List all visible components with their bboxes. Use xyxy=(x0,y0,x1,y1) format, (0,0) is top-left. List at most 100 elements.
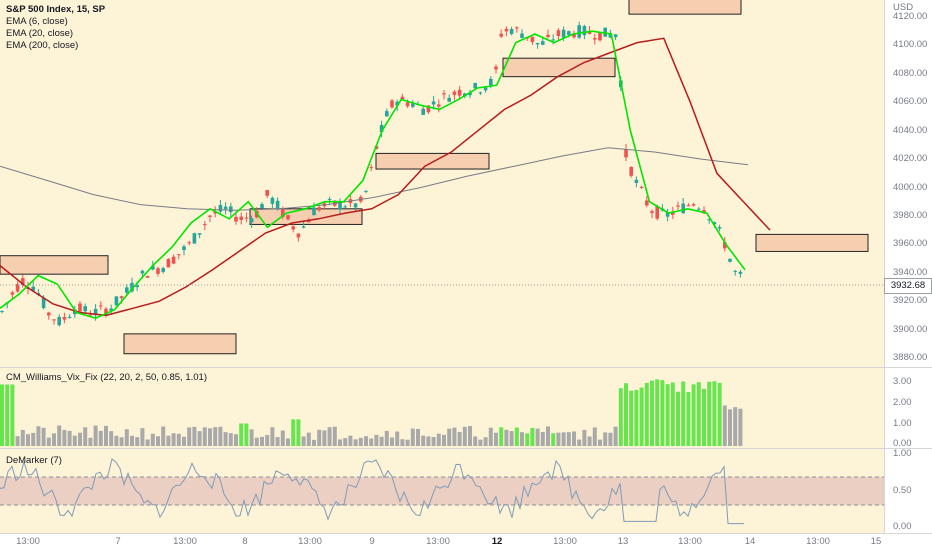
vix-fix-bar xyxy=(135,437,140,446)
price-axis-tick: 3960.00 xyxy=(893,238,928,250)
candle-body xyxy=(104,308,108,316)
candle-body xyxy=(395,101,399,106)
vix-fix-bar xyxy=(462,426,467,446)
vix-fix-bar xyxy=(514,427,519,446)
candle-body xyxy=(182,246,186,251)
vix-fix-bar xyxy=(88,437,93,446)
candle-body xyxy=(686,205,691,207)
candle-body xyxy=(286,215,290,220)
vix-fix-bar xyxy=(364,436,368,446)
candle-body xyxy=(57,316,61,326)
candle-body xyxy=(567,31,571,35)
vix-fix-label[interactable]: CM_Williams_Vix_Fix (22, 20, 2, 50, 0.85… xyxy=(6,372,207,383)
legend-ema-200[interactable]: EMA (200, close) xyxy=(6,40,79,51)
vix-fix-bar xyxy=(67,430,72,446)
vix-fix-bar xyxy=(83,427,88,446)
vix-fix-bar xyxy=(629,390,634,446)
vix-tick: 1.00 xyxy=(893,418,912,429)
candle-body xyxy=(577,25,581,38)
time-axis-label: 14 xyxy=(744,536,756,547)
demarker-tick: 1.00 xyxy=(893,448,912,459)
candle-body xyxy=(0,311,4,313)
vix-fix-bar xyxy=(119,437,124,446)
candle-body xyxy=(223,206,228,210)
candle-body xyxy=(629,166,633,176)
price-pane-background xyxy=(0,0,884,367)
candle-body xyxy=(197,233,202,235)
candle-body xyxy=(244,217,249,219)
currency-label: USD xyxy=(893,2,914,13)
vix-fix-bar xyxy=(468,426,472,446)
vix-fix-bar xyxy=(109,431,114,446)
price-axis-tick: 4020.00 xyxy=(893,153,928,165)
candle-body xyxy=(93,308,98,316)
candle-body xyxy=(483,87,488,91)
vix-fix-bar xyxy=(301,436,306,446)
vix-fix-bar xyxy=(140,428,145,446)
symbol-title[interactable]: S&P 500 Index, 15, SP xyxy=(6,4,106,15)
candle-body xyxy=(452,91,457,95)
vix-fix-bar xyxy=(312,439,316,446)
vix-fix-bar xyxy=(452,427,457,446)
vix-fix-bar xyxy=(379,436,384,446)
candle-body xyxy=(390,100,394,108)
price-axis-tick: 3900.00 xyxy=(893,323,928,335)
vix-fix-bar xyxy=(618,388,623,446)
vix-fix-bar xyxy=(223,432,228,446)
candle-body xyxy=(218,205,223,212)
vix-fix-bar xyxy=(561,432,566,446)
candle-body xyxy=(265,190,269,196)
vix-fix-bar xyxy=(317,429,322,446)
vix-fix-bar xyxy=(551,433,556,446)
candle-body xyxy=(650,211,654,213)
candle-body xyxy=(556,30,561,37)
candle-body xyxy=(343,206,347,208)
candle-body xyxy=(281,208,285,217)
vix-fix-bar xyxy=(655,379,660,446)
vix-fix-bar xyxy=(161,426,166,446)
vix-fix-bar xyxy=(608,432,613,446)
vix-fix-bar xyxy=(592,427,597,446)
candle-body xyxy=(530,36,535,42)
candle-body xyxy=(645,200,649,206)
candle-body xyxy=(499,33,503,37)
vix-fix-bar xyxy=(546,426,550,446)
vix-fix-bar xyxy=(296,419,301,446)
legend-ema-6[interactable]: EMA (6, close) xyxy=(6,16,68,27)
candle-body xyxy=(166,259,171,268)
price-axis-tick: 3920.00 xyxy=(893,295,928,307)
vix-fix-bar xyxy=(280,430,285,446)
candle-body xyxy=(457,89,462,96)
vix-fix-bar xyxy=(457,432,462,446)
candle-body xyxy=(504,28,509,32)
vix-fix-bar xyxy=(712,381,717,446)
vix-fix-bar xyxy=(20,429,25,446)
price-axis-tick: 3980.00 xyxy=(893,209,928,221)
candle-body xyxy=(608,33,613,38)
time-axis-label: 13:00 xyxy=(806,536,830,547)
vix-fix-bar xyxy=(733,407,738,446)
vix-fix-bar xyxy=(93,425,98,446)
candle-body xyxy=(712,222,717,225)
vix-fix-bar xyxy=(171,433,176,446)
vix-fix-bar xyxy=(98,430,103,446)
legend-ema-20[interactable]: EMA (20, close) xyxy=(6,28,74,39)
vix-fix-bar xyxy=(488,427,493,446)
vix-fix-bar xyxy=(535,428,540,446)
vix-fix-bar xyxy=(78,432,82,446)
vix-fix-bar xyxy=(390,437,394,446)
candle-body xyxy=(468,92,472,96)
candle-body xyxy=(15,284,20,292)
vix-fix-bar xyxy=(322,430,327,446)
vix-fix-bar xyxy=(416,428,420,446)
vix-fix-bar xyxy=(644,382,649,446)
demarker-label[interactable]: DeMarker (7) xyxy=(6,455,62,466)
vix-fix-bar xyxy=(343,438,348,446)
vix-fix-bar xyxy=(124,429,129,446)
vix-fix-bar xyxy=(598,439,602,446)
vix-fix-bar xyxy=(665,384,670,446)
candle-body xyxy=(593,37,597,40)
vix-fix-bar xyxy=(5,384,10,446)
vix-fix-bar xyxy=(260,436,264,446)
